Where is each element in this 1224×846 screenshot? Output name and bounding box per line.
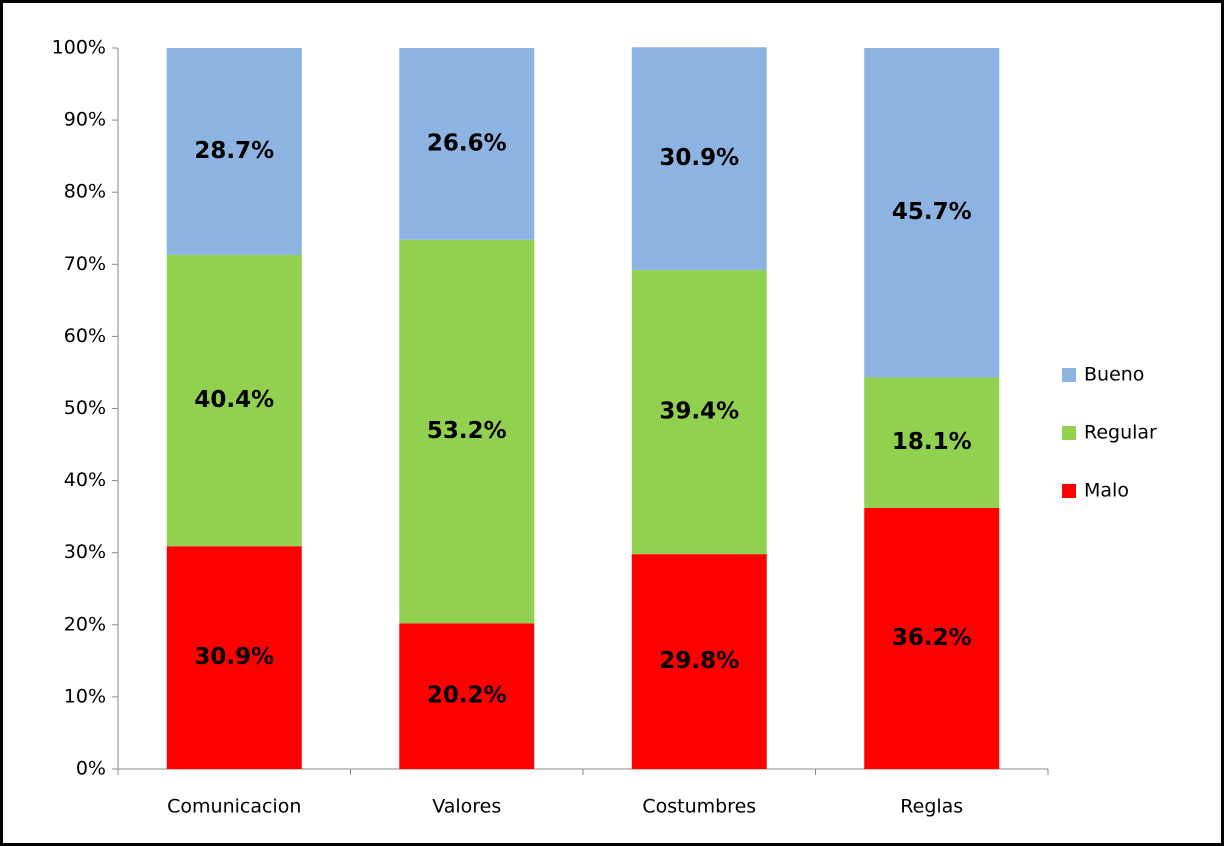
y-tick-label: 20% [64, 613, 106, 635]
legend-swatch [1062, 368, 1076, 382]
value-label: 40.4% [194, 387, 274, 413]
y-tick-label: 10% [64, 685, 106, 707]
bar-segment [864, 507, 1000, 769]
x-tick-label: Valores [432, 796, 501, 818]
value-label: 28.7% [194, 138, 274, 164]
value-label: 30.9% [194, 644, 274, 670]
value-label: 20.2% [427, 683, 507, 709]
value-label: 53.2% [427, 418, 507, 444]
value-label: 36.2% [892, 625, 972, 651]
value-label: 30.9% [659, 145, 739, 171]
y-tick-label: 0% [76, 758, 106, 780]
legend-swatch [1062, 484, 1076, 498]
legend-label: Malo [1084, 480, 1129, 502]
x-tick-label: Costumbres [642, 796, 756, 818]
bar-segment [864, 377, 1000, 508]
y-tick-label: 100% [52, 37, 106, 59]
x-tick-label: Reglas [900, 796, 963, 818]
y-tick-label: 50% [64, 397, 106, 419]
legend-label: Regular [1084, 422, 1157, 444]
x-tick-label: Comunicacion [167, 796, 301, 818]
value-label: 45.7% [892, 199, 972, 225]
bar-segment [166, 546, 302, 769]
bar-segment [166, 48, 302, 255]
y-tick-label: 30% [64, 541, 106, 563]
y-tick-label: 40% [64, 469, 106, 491]
y-tick-label: 80% [64, 181, 106, 203]
value-label: 26.6% [427, 130, 507, 156]
legend-label: Bueno [1084, 364, 1144, 386]
bar-segment [864, 48, 1000, 378]
legend-swatch [1062, 426, 1076, 440]
bar-segment [631, 270, 767, 555]
bar-segment [166, 254, 302, 547]
value-label: 29.8% [659, 648, 739, 674]
value-label: 39.4% [659, 399, 739, 425]
bar-segment [631, 554, 767, 769]
bar-segment [399, 239, 535, 624]
y-tick-label: 90% [64, 109, 106, 131]
value-label: 18.1% [892, 429, 972, 455]
y-tick-label: 70% [64, 253, 106, 275]
bar-segment [399, 623, 535, 769]
bar-segment [631, 47, 767, 271]
bar-segment [399, 48, 535, 240]
y-tick-label: 60% [64, 325, 106, 347]
